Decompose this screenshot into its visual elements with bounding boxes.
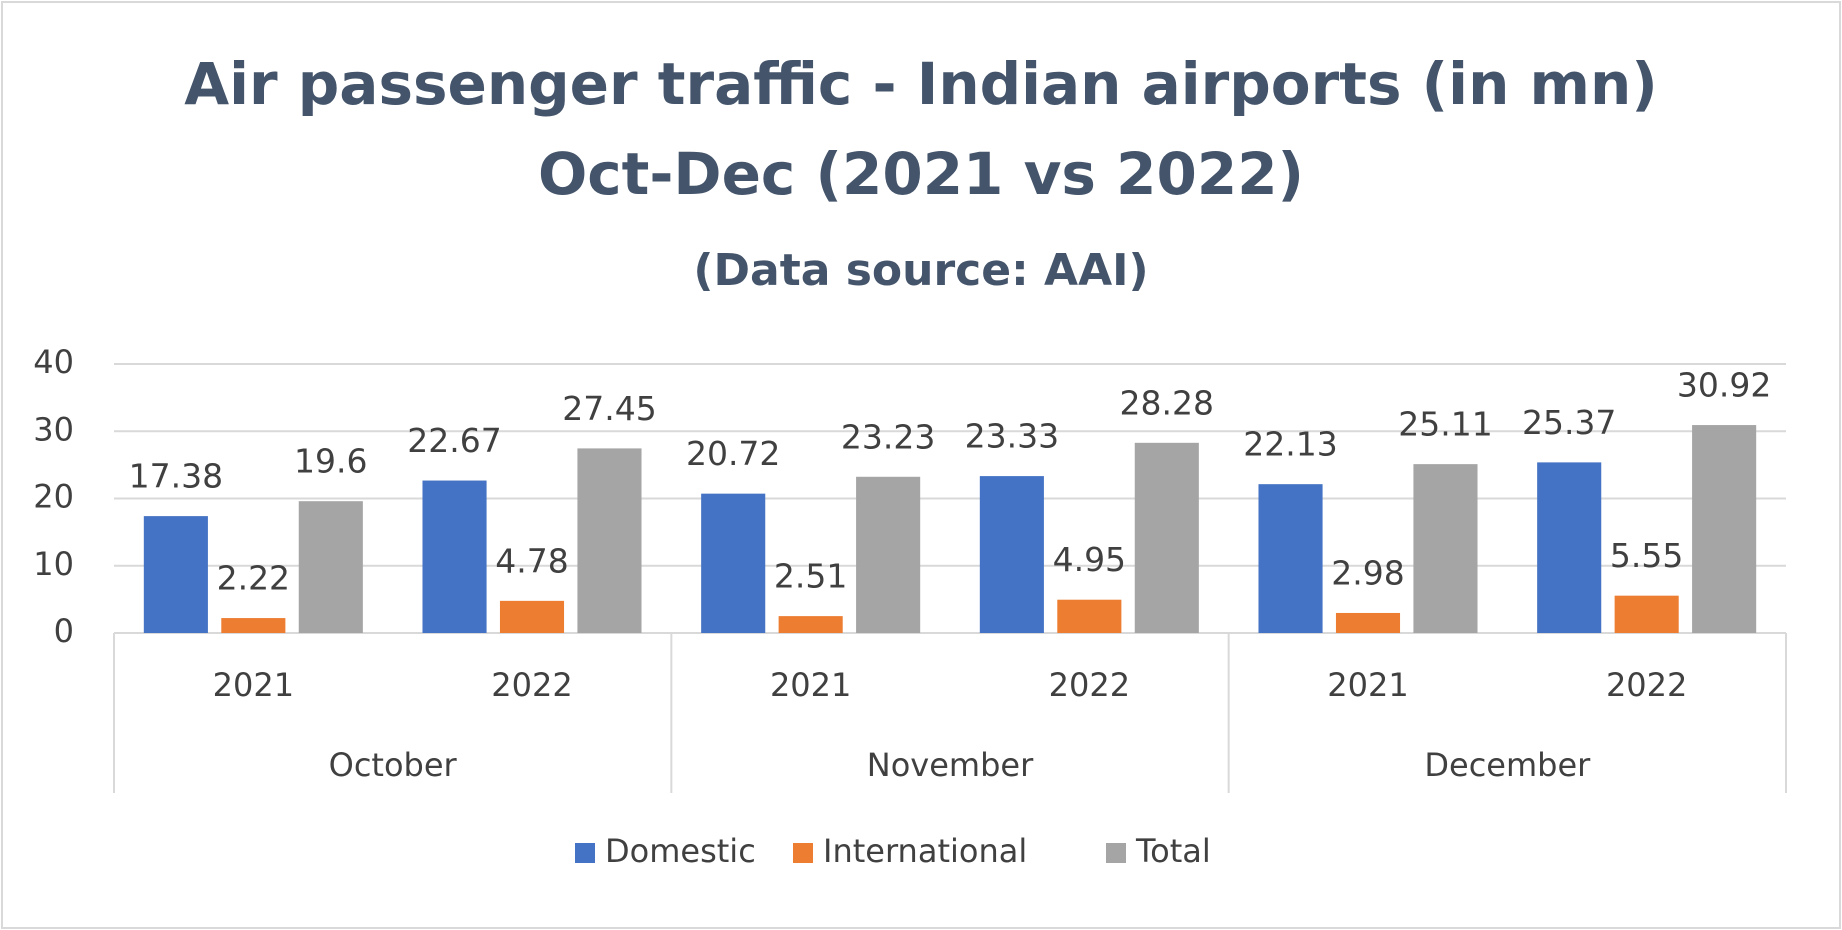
data-label: 4.95 — [1053, 540, 1126, 579]
bar — [1335, 612, 1401, 633]
group-label: October — [329, 746, 458, 784]
legend-label: Total — [1135, 832, 1211, 870]
data-label: 25.11 — [1398, 405, 1492, 444]
data-label: 20.72 — [686, 434, 780, 473]
data-label: 2.51 — [774, 557, 847, 596]
bar — [778, 616, 843, 633]
x-tick-label: 2021 — [213, 666, 294, 704]
data-label: 19.6 — [294, 442, 367, 481]
bar — [422, 480, 487, 633]
legend-swatch — [793, 843, 813, 863]
data-label: 4.78 — [495, 541, 568, 580]
data-label: 28.28 — [1120, 383, 1214, 422]
data-label: 2.98 — [1331, 553, 1404, 592]
bar — [1692, 425, 1757, 633]
x-tick-label: 2022 — [491, 666, 572, 704]
data-label: 23.23 — [841, 417, 935, 456]
legend-label: International — [823, 832, 1027, 870]
x-tick-label: 2022 — [1606, 666, 1687, 704]
legend-swatch — [1106, 843, 1126, 863]
bar — [221, 618, 286, 633]
y-tick-label: 0 — [54, 612, 74, 650]
data-label: 23.33 — [965, 417, 1059, 456]
chart-title: Air passenger traffic - Indian airports … — [184, 50, 1658, 118]
legend-swatch — [575, 843, 595, 863]
bar — [856, 476, 921, 633]
y-tick-label: 10 — [33, 545, 74, 583]
data-label: 25.37 — [1522, 403, 1616, 442]
x-tick-label: 2022 — [1049, 666, 1130, 704]
chart-subtitle: (Data source: AAI) — [693, 245, 1148, 296]
bar — [298, 501, 363, 633]
chart-title: Oct-Dec (2021 vs 2022) — [538, 140, 1304, 208]
bar — [1057, 599, 1122, 633]
x-tick-label: 2021 — [1327, 666, 1408, 704]
x-tick-label: 2021 — [770, 666, 851, 704]
data-label: 22.67 — [407, 421, 501, 460]
bar — [143, 516, 208, 633]
bar — [1614, 595, 1679, 633]
bar — [1537, 462, 1602, 633]
bar — [499, 600, 565, 633]
group-label: November — [867, 746, 1034, 784]
data-label: 27.45 — [562, 389, 656, 428]
bar — [701, 493, 766, 633]
bar — [1413, 464, 1478, 633]
data-label: 5.55 — [1610, 536, 1683, 575]
bar — [1134, 442, 1199, 633]
data-label: 2.22 — [217, 559, 290, 598]
data-label: 22.13 — [1243, 425, 1337, 464]
data-label: 30.92 — [1677, 366, 1771, 405]
legend-label: Domestic — [605, 832, 756, 870]
y-tick-label: 20 — [33, 478, 74, 516]
bar — [979, 476, 1044, 633]
bar — [1258, 484, 1323, 633]
data-label: 17.38 — [129, 457, 223, 496]
group-label: December — [1424, 746, 1591, 784]
y-tick-label: 40 — [33, 343, 74, 381]
y-tick-label: 30 — [33, 410, 74, 448]
bar — [577, 448, 642, 633]
